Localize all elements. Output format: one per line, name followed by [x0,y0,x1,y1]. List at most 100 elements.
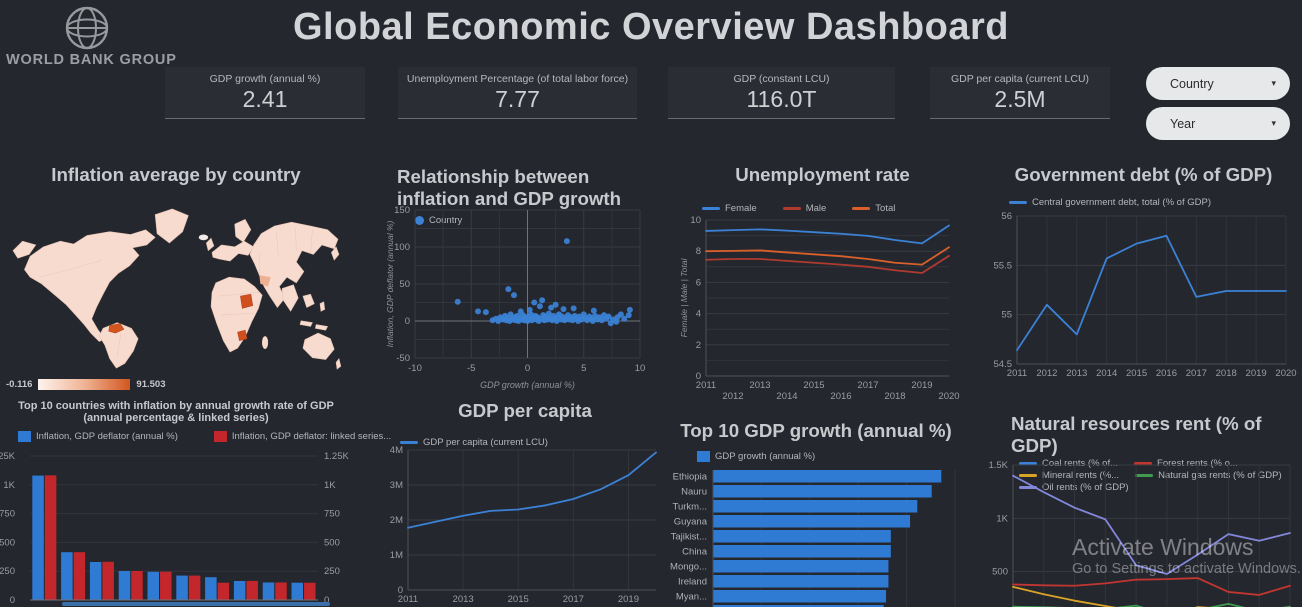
svg-text:2013: 2013 [1066,368,1087,378]
svg-text:2011: 2011 [398,594,418,605]
svg-text:2017: 2017 [563,594,584,605]
svg-text:54.5: 54.5 [994,359,1013,370]
chart-subtitle: (annual percentage & linked series) [83,412,269,424]
kpi-card-gdp-growth: GDP growth (annual %) 2.41 [165,67,365,119]
svg-text:50: 50 [399,279,410,290]
chart-legend: Country [385,212,650,228]
svg-text:56: 56 [1001,211,1012,222]
legend-label: Total [875,202,896,214]
world-bank-logo: WORLD BANK GROUP [6,4,176,82]
svg-text:Myan...: Myan... [676,592,707,603]
panel-gdp-per-capita: GDP per capita GDP per capita (current L… [380,400,670,607]
svg-text:GDP growth (annual %): GDP growth (annual %) [480,380,575,390]
horizontal-scrollbar[interactable] [62,602,330,606]
chart-title: GDP per capita [458,400,592,421]
chart-title: Top 10 countries with inflation by annua… [18,400,334,412]
svg-text:2019: 2019 [618,594,639,605]
chart-title: Inflation average by country [51,164,301,185]
map-highlight-sudan [240,293,254,309]
svg-text:1K: 1K [324,480,336,491]
svg-text:2011: 2011 [1007,368,1027,378]
svg-text:2018: 2018 [1216,368,1237,378]
legend-label: GDP growth (annual %) [715,450,816,462]
legend-item[interactable]: Forest rents (% o... [1134,458,1238,469]
svg-text:6: 6 [696,277,701,288]
svg-text:0: 0 [525,363,530,374]
svg-text:2M: 2M [390,515,403,526]
svg-text:1.25K: 1.25K [324,452,349,462]
svg-text:4: 4 [696,309,701,320]
legend-label: Mineral rents (%... [1042,470,1120,481]
year-filter-dropdown[interactable]: Year ▾ [1146,107,1290,140]
panel-unemployment-rate: Unemployment rate Female Male Total 0 2 4 6 8 1… [679,164,965,404]
panel-natural-resources: Natural resources rent (% of GDP) Coal r… [985,413,1302,607]
svg-text:1K: 1K [996,513,1008,524]
legend-item[interactable]: GDP per capita (current LCU) [400,437,548,448]
unemployment-rate-plot-area[interactable]: 0 2 4 6 8 10 2011 2012 2013 2014 2015 2016 2017 2018 2… [679,212,965,402]
legend-item[interactable]: Total [852,203,895,214]
legend-item[interactable]: Oil rents (% of GDP) [1019,482,1129,493]
page-title: Global Economic Overview Dashboard [293,6,1009,48]
svg-text:500: 500 [0,537,15,548]
svg-text:Mongo...: Mongo... [670,562,707,573]
chart-legend: Inflation, GDP deflator (annual %) Inflat… [0,428,391,444]
svg-text:Ethiopia: Ethiopia [673,472,708,483]
chart-title: Unemployment rate [735,164,910,185]
legend-label: Inflation, GDP deflator: linked series..… [231,430,392,442]
legend-swatch [1019,474,1037,477]
legend-swatch [1009,200,1027,204]
legend-swatch [1135,474,1154,477]
country-filter-dropdown[interactable]: Country ▾ [1146,67,1290,100]
kpi-label: GDP growth (annual %) [209,72,321,85]
kpi-label: GDP (constant LCU) [733,72,830,85]
legend-item[interactable]: Country [415,215,462,226]
natural-resources-plot-area[interactable]: 500 1K 1.5K [985,459,1302,607]
legend-label: Natural gas rents (% of GDP) [1158,470,1282,481]
legend-item[interactable]: Mineral rents (%... [1019,470,1119,481]
svg-text:100: 100 [394,242,410,253]
svg-text:2020: 2020 [938,391,959,402]
svg-text:750: 750 [324,509,340,520]
svg-text:250: 250 [324,566,340,577]
legend-item[interactable]: Female [702,203,757,214]
legend-item[interactable]: Inflation, GDP deflator: linked series..… [213,430,392,442]
kpi-value: 2.41 [242,85,288,112]
legend-item[interactable]: GDP growth (annual %) [697,450,816,462]
map-highlight-iran [259,275,271,287]
top10-inflation-plot-area[interactable]: 0 0 250 250 500 500 750 750 1K 1K 1.25K 1.25K [0,451,352,606]
legend-swatch [1134,462,1153,465]
legend-label: GDP per capita (current LCU) [423,436,548,448]
chart-title: Relationship between inflation and GDP g… [397,166,622,209]
legend-item[interactable]: Male [782,203,826,214]
legend-item[interactable]: Coal rents (% of... [1019,458,1118,469]
top10-gdp-growth-plot-area[interactable]: Ethiopia Nauru Turkm... Guyana Tajikist... Ch… [655,470,977,607]
svg-text:5: 5 [581,363,586,374]
map-color-legend: -0.116 91.503 [2,379,350,390]
panel-inflation-map: Inflation average by country [2,164,350,404]
svg-text:2016: 2016 [830,391,851,402]
legend-swatch [1019,486,1037,489]
chart-legend: Female Male Total [680,200,965,216]
line-chart: 0 1M 2M 3M 4M 2011 2013 2015 2017 2019 [380,445,670,607]
legend-item[interactable]: Inflation, GDP deflator (annual %) [18,430,178,442]
globe-icon [65,6,109,50]
svg-text:China: China [682,547,708,558]
legend-item[interactable]: Central government debt, total (% of GDP… [1009,197,1211,208]
svg-text:2016: 2016 [1156,368,1177,378]
panel-inflation-gdp-scatter: Relationship between inflation and GDP g… [385,166,650,398]
chart-title: Government debt (% of GDP) [1014,164,1273,185]
scatter-chart: -50 0 50 100 150 -10 -5 0 5 10 GDP growth (annual … [385,205,650,392]
world-map[interactable] [2,190,350,370]
legend-item[interactable]: Natural gas rents (% of GDP) [1135,470,1282,481]
svg-text:1.25K: 1.25K [0,452,16,462]
svg-text:4M: 4M [390,446,403,456]
legend-label: Central government debt, total (% of GDP… [1032,196,1211,208]
gdp-per-capita-plot-area[interactable]: 0 1M 2M 3M 4M 2011 2013 2015 2017 2019 [380,445,670,607]
hbar-chart: Ethiopia Nauru Turkm... Guyana Tajikist... Ch… [655,470,977,607]
svg-text:500: 500 [324,537,340,548]
svg-text:2018: 2018 [884,391,905,402]
svg-text:0: 0 [324,595,329,604]
government-debt-plot-area[interactable]: 54.5 55 55.5 56 2011 2012 2013 2014 2015 2016 2017… [985,208,1302,379]
